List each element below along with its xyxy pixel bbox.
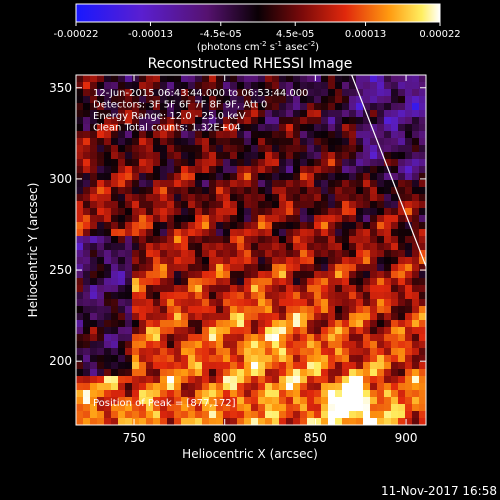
- colorbar-tick-label: 4.5e-05: [276, 29, 314, 40]
- heatmap-image: [76, 75, 426, 425]
- info-annotation-line: Energy Range: 12.0 - 25.0 keV: [93, 111, 246, 122]
- colorbar-tick-label: 0.00013: [345, 29, 386, 40]
- info-annotation-line: Detectors: 3F 5F 6F 7F 8F 9F, Att 0: [93, 100, 267, 111]
- colorbar-unit-label: (photons cm-2 s-1 asec-2): [197, 40, 319, 53]
- chart-title: Reconstructed RHESSI Image: [148, 56, 353, 72]
- axis-ticks: 750 800 850 900 200 250 300 350: [49, 75, 426, 445]
- colorbar-tick-label: 0.00022: [419, 29, 460, 40]
- colorbar: [75, 3, 441, 23]
- x-tick-label: 800: [213, 431, 236, 445]
- plot-timestamp: 11-Nov-2017 16:58: [381, 484, 497, 498]
- peak-position-label: Position of Peak = [877,172]: [93, 398, 236, 409]
- plot-frame: [75, 74, 427, 426]
- colorbar-ticks: -0.00022 -0.00013 -4.5e-05 4.5e-05 0.00013 0.…: [54, 22, 461, 40]
- x-tick-label: 850: [304, 431, 327, 445]
- y-axis-label: Heliocentric Y (arcsec): [26, 183, 40, 318]
- info-annotations: 12-Jun-2015 06:43:44.000 to 06:53:44.000…: [93, 88, 309, 134]
- y-tick-label: 350: [49, 81, 72, 95]
- info-annotation-line: Clean Total counts: 1.32E+04: [93, 123, 241, 134]
- x-tick-label: 750: [123, 431, 146, 445]
- colorbar-tick-label: -4.5e-05: [200, 29, 242, 40]
- x-tick-label: 900: [395, 431, 418, 445]
- info-annotation-line: 12-Jun-2015 06:43:44.000 to 06:53:44.000: [93, 88, 309, 99]
- y-tick-label: 250: [49, 263, 72, 277]
- colorbar-tick-label: -0.00022: [54, 29, 99, 40]
- colorbar-tick-label: -0.00013: [128, 29, 173, 40]
- x-axis-label: Heliocentric X (arcsec): [182, 447, 318, 461]
- solar-limb-line: [351, 75, 426, 267]
- y-tick-label: 200: [49, 354, 72, 368]
- y-tick-label: 300: [49, 172, 72, 186]
